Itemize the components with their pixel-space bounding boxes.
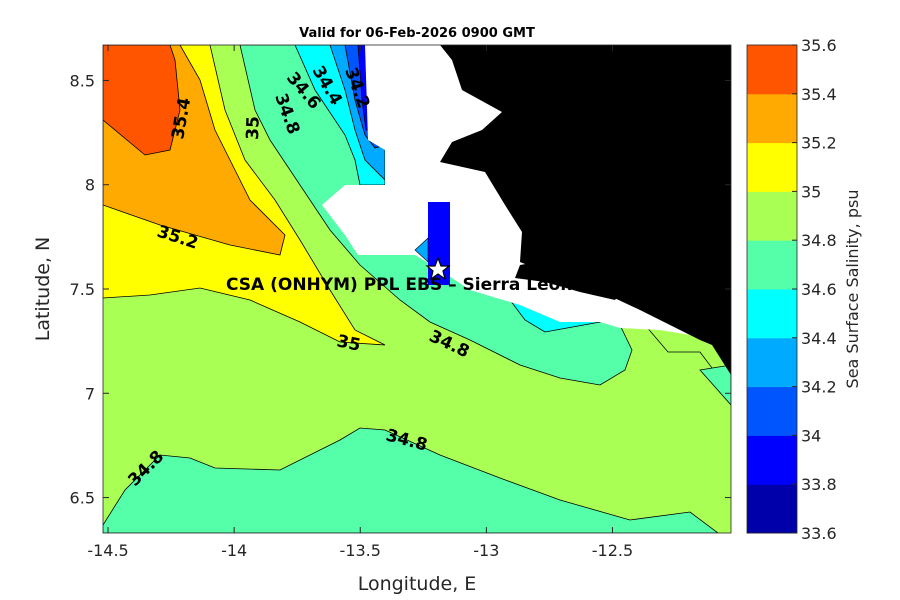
land-mass bbox=[440, 45, 731, 375]
y-tick-label: 7 bbox=[85, 384, 95, 403]
y-tick-label: 8 bbox=[85, 176, 95, 195]
contour-label: 35 bbox=[335, 331, 362, 355]
plot-area: 35.4 35 34.8 34.6 34.4 34.2 35.2 35 34.8… bbox=[103, 45, 731, 533]
x-tick-label: -13.5 bbox=[340, 541, 381, 560]
x-tick-label: -13 bbox=[473, 541, 499, 560]
y-tick-label: 8.5 bbox=[70, 71, 95, 90]
colorbar-swatch bbox=[747, 45, 797, 95]
colorbar-tick-label: 35.4 bbox=[801, 85, 837, 104]
colorbar-tick-label: 35.6 bbox=[801, 36, 837, 55]
x-axis-label: Longitude, E bbox=[358, 573, 477, 595]
colorbar-label: Sea Surface Salinity, psu bbox=[843, 190, 862, 389]
colorbar-swatch bbox=[747, 289, 797, 339]
colorbar-swatch bbox=[747, 240, 797, 290]
colorbar-tick-label: 34.4 bbox=[801, 329, 837, 348]
x-tick-label: -14 bbox=[221, 541, 247, 560]
x-axis: -14.5 -14 -13.5 -13 -12.5 bbox=[87, 45, 633, 560]
chart-title: Valid for 06-Feb-2026 0900 GMT bbox=[299, 26, 535, 41]
region-aquamarine-east bbox=[699, 364, 731, 406]
colorbar-tick-label: 33.8 bbox=[801, 475, 837, 494]
region-blue-inlet bbox=[428, 202, 450, 285]
y-tick-label: 7.5 bbox=[70, 280, 95, 299]
colorbar-swatch bbox=[747, 142, 797, 192]
colorbar: 33.6 33.8 34 34.2 34.4 34.6 34.8 35 35.2 35.4 35.6 bbox=[746, 36, 837, 543]
colorbar-swatch bbox=[747, 386, 797, 436]
region-35.4-35.6 bbox=[103, 45, 181, 156]
x-tick-label: -14.5 bbox=[87, 541, 128, 560]
colorbar-swatch bbox=[747, 484, 797, 534]
colorbar-tick-label: 34.2 bbox=[801, 378, 837, 397]
site-label: CSA (ONHYM) PPL EBS – Sierra Leone bbox=[226, 275, 584, 295]
star-icon[interactable] bbox=[425, 256, 451, 281]
colorbar-tick-label: 34.8 bbox=[801, 231, 837, 250]
region-34.6-34.8-south bbox=[103, 427, 719, 533]
colorbar-swatch bbox=[747, 435, 797, 485]
colorbar-swatch bbox=[747, 93, 797, 144]
colorbar-swatch bbox=[747, 191, 797, 241]
colorbar-swatch bbox=[747, 337, 797, 388]
x-tick-label: -12.5 bbox=[592, 541, 633, 560]
colorbar-tick-label: 34 bbox=[801, 426, 821, 445]
colorbar-tick-label: 34.6 bbox=[801, 280, 837, 299]
colorbar-tick-label: 33.6 bbox=[801, 524, 837, 543]
y-tick-label: 6.5 bbox=[70, 489, 95, 508]
colorbar-tick-label: 35.2 bbox=[801, 134, 837, 153]
region-blue-inlet-edge bbox=[414, 237, 429, 263]
contour-label: 35 bbox=[243, 116, 264, 140]
y-axis-label: Latitude, N bbox=[32, 237, 54, 342]
land-island bbox=[515, 258, 630, 300]
y-axis: 6.5 7 7.5 8 8.5 bbox=[70, 71, 731, 508]
colorbar-tick-label: 35 bbox=[801, 182, 821, 201]
